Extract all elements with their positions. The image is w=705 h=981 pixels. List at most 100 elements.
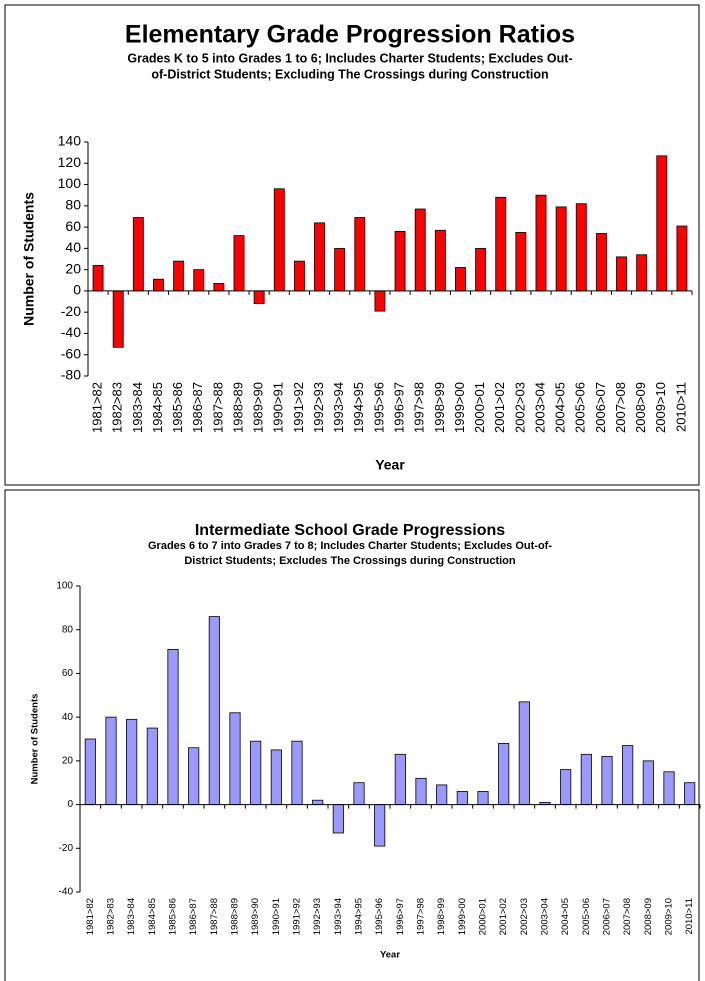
y-tick-label: -80: [61, 367, 81, 383]
y-tick-label: 0: [67, 799, 73, 810]
bar: [663, 771, 675, 805]
y-axis-label: Number of Students: [30, 694, 41, 785]
chart-subtitle: Grades K to 5 into Grades 1 to 6; Includ…: [127, 51, 572, 65]
x-tick-label: 2003>04: [540, 898, 551, 935]
x-axis-label: Year: [380, 950, 400, 961]
bar: [213, 283, 225, 292]
x-tick-label: 1986>87: [190, 382, 205, 433]
bar: [642, 760, 654, 805]
bar: [575, 203, 587, 292]
x-tick-label: 2007>08: [622, 898, 633, 935]
y-axis-label: Number of Students: [21, 192, 37, 326]
y-tick-label: 20: [62, 755, 74, 766]
x-tick-label: 2010>11: [673, 382, 688, 432]
bar: [535, 194, 547, 292]
x-tick-label: 1984>85: [147, 898, 158, 935]
bar: [112, 290, 124, 348]
bar: [208, 616, 220, 805]
chart-subtitle: District Students; Excludes The Crossing…: [184, 555, 516, 567]
x-tick-label: 1988>89: [230, 382, 245, 433]
x-tick-label: 2002>03: [519, 898, 530, 935]
y-tick-label: 60: [65, 218, 81, 234]
x-tick-label: 1995>96: [374, 898, 385, 935]
chart-title: Elementary Grade Progression Ratios: [125, 21, 575, 49]
bar: [193, 269, 205, 292]
x-tick-label: 1989>90: [251, 382, 266, 433]
x-tick-label: 1986>87: [188, 898, 199, 935]
x-tick-label: 1981>82: [90, 382, 105, 433]
x-tick-label: 1997>98: [416, 898, 427, 935]
x-tick-label: 1982>83: [110, 382, 125, 433]
y-tick-label: 100: [56, 581, 73, 592]
y-tick-label: 40: [65, 239, 81, 255]
y-tick-label: -60: [61, 345, 81, 361]
bar: [312, 799, 324, 805]
bar: [456, 791, 468, 805]
bar: [92, 264, 104, 292]
bar: [374, 804, 386, 847]
x-tick-label: 1998>99: [436, 898, 447, 935]
bar: [477, 791, 489, 805]
x-tick-label: 1997>98: [412, 382, 427, 433]
x-tick-label: 2005>06: [581, 898, 592, 935]
x-tick-label: 1993>94: [333, 898, 344, 935]
bar: [414, 208, 426, 292]
bar: [495, 196, 507, 292]
bar: [105, 716, 117, 805]
bar: [455, 267, 466, 292]
bar: [518, 701, 530, 805]
x-tick-label: 1983>84: [126, 898, 137, 935]
bar: [353, 782, 365, 805]
bar: [173, 260, 185, 292]
bar: [394, 753, 406, 805]
bar: [684, 782, 696, 805]
x-tick-label: 1992>93: [312, 898, 323, 935]
y-tick-label: -40: [59, 887, 74, 898]
bar: [475, 247, 487, 292]
bar: [146, 727, 158, 805]
x-tick-label: 2010>11: [684, 898, 695, 935]
bar: [229, 712, 241, 805]
x-tick-label: 2004>05: [553, 382, 568, 433]
bar: [167, 648, 179, 805]
x-tick-label: 1985>86: [168, 898, 179, 935]
bar: [595, 233, 607, 292]
x-tick-label: 1990>91: [271, 898, 282, 935]
x-tick-label: 2009>10: [664, 898, 675, 935]
y-tick-label: 120: [58, 154, 82, 170]
bar: [622, 745, 634, 805]
chart-subtitle: Grades 6 to 7 into Grades 7 to 8; Includ…: [148, 540, 552, 552]
x-tick-label: 1996>97: [392, 382, 407, 433]
x-tick-label: 2007>08: [613, 382, 628, 433]
bar: [354, 217, 366, 292]
bar: [374, 290, 386, 312]
bar: [434, 229, 446, 292]
bar: [334, 247, 346, 292]
y-tick-label: 100: [58, 175, 82, 191]
x-tick-label: 1981>82: [85, 898, 96, 935]
bar: [273, 188, 285, 292]
y-tick-label: 20: [65, 260, 81, 276]
bar: [233, 235, 245, 292]
bar: [436, 784, 448, 805]
x-tick-label: 1983>84: [130, 382, 145, 433]
x-tick-label: 1995>96: [371, 382, 386, 433]
bar: [132, 217, 144, 292]
bar: [291, 740, 303, 805]
y-tick-label: 80: [62, 624, 74, 635]
x-tick-label: 2002>03: [512, 382, 527, 433]
bar: [314, 222, 325, 292]
bar: [394, 230, 406, 292]
chart-frame: [4, 489, 700, 981]
x-tick-label: 1987>88: [209, 898, 220, 935]
x-axis-label: Year: [375, 457, 405, 473]
x-tick-label: 2001>02: [498, 898, 509, 935]
bar: [253, 290, 265, 305]
x-tick-label: 1985>86: [170, 382, 185, 433]
bar: [676, 225, 688, 292]
bar: [250, 740, 262, 805]
bar: [656, 155, 668, 292]
x-tick-label: 2001>02: [492, 382, 507, 433]
